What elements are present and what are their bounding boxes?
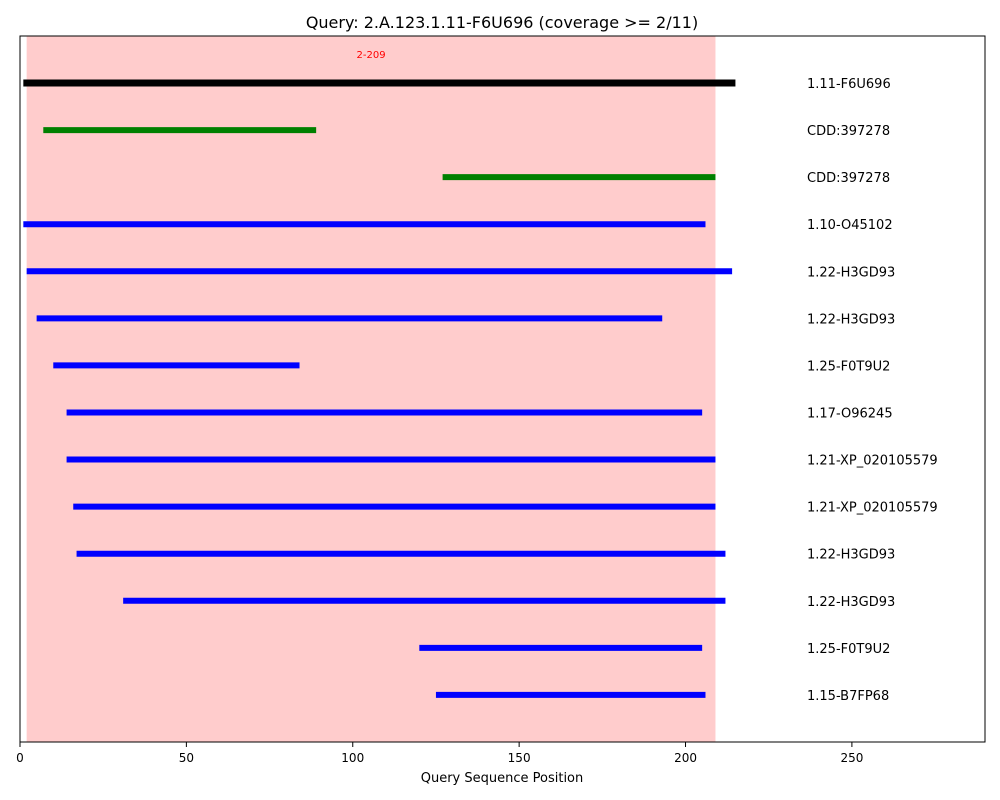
- segment-label: 1.17-O96245: [807, 406, 893, 421]
- x-tick-label: 50: [179, 751, 194, 765]
- segment-label: CDD:397278: [807, 171, 890, 186]
- segment-label: 1.21-XP_020105579: [807, 501, 938, 516]
- segment-label: 1.11-F6U696: [807, 77, 891, 92]
- x-tick-label: 150: [508, 751, 531, 765]
- segment-label: 1.25-F0T9U2: [807, 359, 890, 374]
- segment-label: 1.22-H3GD93: [807, 312, 895, 327]
- segment-label: 1.22-H3GD93: [807, 265, 895, 280]
- segment-label: 1.21-XP_020105579: [807, 454, 938, 469]
- segment-label: 1.10-O45102: [807, 218, 893, 233]
- chart-title: Query: 2.A.123.1.11-F6U696 (coverage >= …: [306, 13, 698, 32]
- segments-layer: 1.11-F6U696 CDD:397278 CDD:397278 1.10-O451…: [23, 77, 938, 704]
- coverage-region-label: 2-209: [357, 50, 386, 61]
- segment-label: 1.25-F0T9U2: [807, 642, 890, 657]
- x-axis: 0 50 100 150 200 250: [16, 742, 863, 765]
- x-tick-label: 200: [674, 751, 697, 765]
- x-tick-label: 0: [16, 751, 24, 765]
- plot-frame: [19, 35, 986, 743]
- segment-label: 1.15-B7FP68: [807, 689, 889, 704]
- x-axis-label: Query Sequence Position: [421, 771, 584, 786]
- x-tick-label: 250: [840, 751, 863, 765]
- segment-label: 1.22-H3GD93: [807, 548, 895, 563]
- x-tick-label: 100: [341, 751, 364, 765]
- segment-label: CDD:397278: [807, 124, 890, 139]
- coverage-region: [26, 36, 716, 742]
- segment-label: 1.22-H3GD93: [807, 595, 895, 610]
